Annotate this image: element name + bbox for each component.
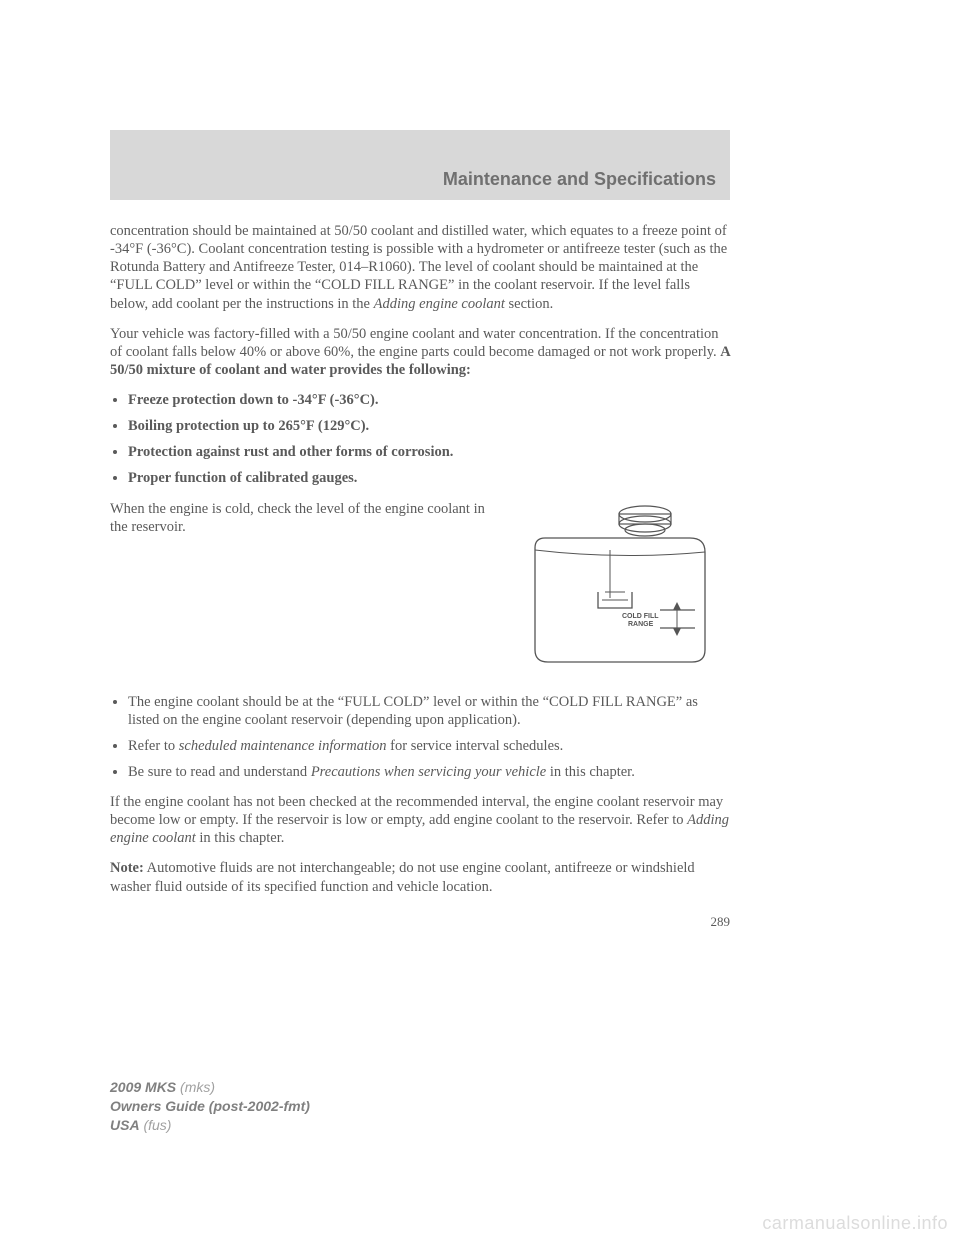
note-text: Automotive fluids are not interchangeabl… — [110, 860, 695, 894]
bold-bullet-1: Freeze protection down to -34°F (-36°C). — [128, 391, 730, 409]
para3-b: in this chapter. — [196, 830, 285, 846]
svg-text:COLD FILL: COLD FILL — [622, 613, 659, 620]
bullet2-3-b: in this chapter. — [546, 764, 635, 780]
bullet2-2: Refer to scheduled maintenance informati… — [128, 737, 730, 755]
reservoir-svg: COLD FILL RANGE — [510, 500, 730, 675]
footer-line-2: Owners Guide (post-2002-fmt) — [110, 1097, 310, 1116]
paragraph-2: Your vehicle was factory-filled with a 5… — [110, 325, 730, 379]
bullet2-2-a: Refer to — [128, 738, 179, 754]
bold-bullet-list: Freeze protection down to -34°F (-36°C).… — [110, 391, 730, 488]
bullet2-1: The engine coolant should be at the “FUL… — [128, 693, 730, 729]
paragraph-3: If the engine coolant has not been check… — [110, 793, 730, 847]
footer-line-3: USA (fus) — [110, 1116, 310, 1135]
para1-italic: Adding engine coolant — [374, 296, 505, 312]
note-paragraph: Note: Automotive fluids are not intercha… — [110, 859, 730, 895]
svg-text:RANGE: RANGE — [628, 621, 654, 628]
cold-check-row: When the engine is cold, check the level… — [110, 500, 730, 675]
footer-guide: Owners Guide (post-2002-fmt) — [110, 1098, 310, 1114]
cold-check-text: When the engine is cold, check the level… — [110, 500, 510, 536]
bullet-list-2: The engine coolant should be at the “FUL… — [110, 693, 730, 782]
para3-a: If the engine coolant has not been check… — [110, 794, 723, 828]
footer-block: 2009 MKS (mks) Owners Guide (post-2002-f… — [110, 1078, 310, 1135]
bullet2-3-a: Be sure to read and understand — [128, 764, 311, 780]
bold-bullet-3: Protection against rust and other forms … — [128, 443, 730, 461]
bullet2-3-italic: Precautions when servicing your vehicle — [311, 764, 546, 780]
section-header-bar: Maintenance and Specifications — [110, 130, 730, 200]
para2-text-a: Your vehicle was factory-filled with a 5… — [110, 326, 720, 360]
paragraph-1: concentration should be maintained at 50… — [110, 222, 730, 313]
footer-model-paren: (mks) — [176, 1079, 215, 1095]
section-header-title: Maintenance and Specifications — [443, 169, 716, 190]
footer-line-1: 2009 MKS (mks) — [110, 1078, 310, 1097]
bold-bullet-2: Boiling protection up to 265°F (129°C). — [128, 417, 730, 435]
body-text: concentration should be maintained at 50… — [110, 222, 730, 930]
bullet2-2-italic: scheduled maintenance information — [179, 738, 387, 754]
watermark-text: carmanualsonline.info — [762, 1213, 948, 1234]
bold-bullet-4: Proper function of calibrated gauges. — [128, 469, 730, 487]
coolant-reservoir-figure: COLD FILL RANGE — [510, 500, 730, 675]
footer-region-paren: (fus) — [140, 1117, 172, 1133]
page-number: 289 — [110, 914, 730, 930]
page-content: Maintenance and Specifications concentra… — [110, 130, 730, 930]
note-label: Note: — [110, 860, 144, 876]
bullet2-2-b: for service interval schedules. — [387, 738, 564, 754]
footer-region: USA — [110, 1117, 140, 1133]
footer-model: 2009 MKS — [110, 1079, 176, 1095]
bullet2-3: Be sure to read and understand Precautio… — [128, 763, 730, 781]
para1-text-b: section. — [505, 296, 553, 312]
